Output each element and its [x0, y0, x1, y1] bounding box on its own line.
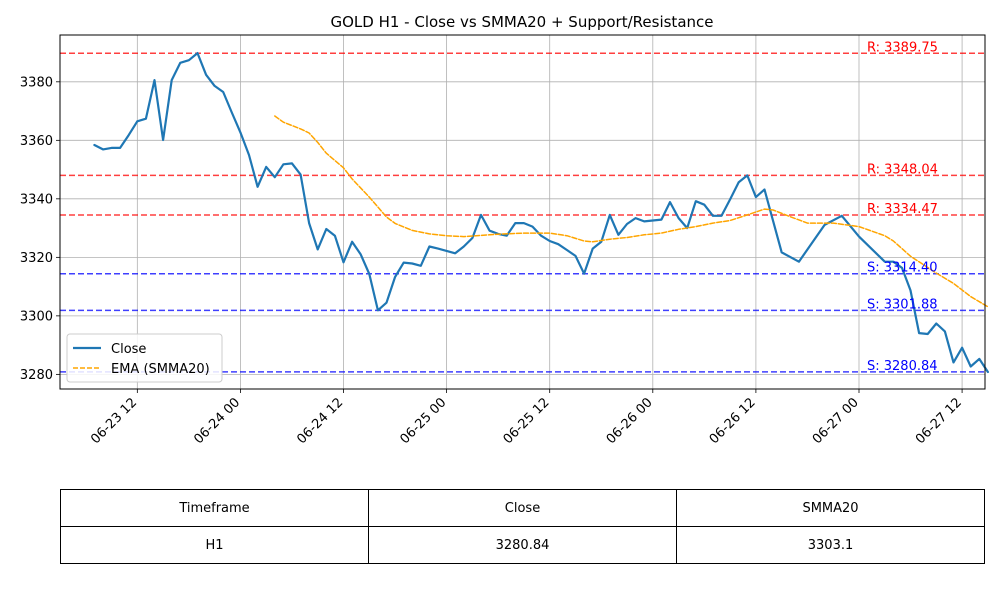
resistance-level-label: R: 3389.75 [867, 40, 938, 55]
y-tick-label: 3340 [20, 192, 53, 207]
x-tick-label: 06-24 12 [294, 395, 346, 447]
y-tick-label: 3300 [20, 309, 53, 324]
cell-smma20: 3303.1 [676, 526, 985, 564]
chart-title: GOLD H1 - Close vs SMMA20 + Support/Resi… [330, 13, 713, 31]
legend: Close EMA (SMMA20) [66, 333, 223, 383]
x-tick-label: 06-27 00 [810, 395, 862, 447]
legend-label: EMA (SMMA20) [111, 362, 210, 377]
support-resistance-levels [60, 52, 985, 373]
smma20-series-line [274, 115, 989, 308]
x-axis: 06-23 12 06-24 00 06-24 12 06-25 00 06-25 12… [88, 389, 965, 447]
series-lines [93, 51, 990, 374]
y-tick-label: 3380 [20, 75, 53, 90]
x-tick-label: 06-25 12 [501, 395, 553, 447]
cell-close: 3280.84 [368, 526, 677, 564]
x-tick-label: 06-24 00 [191, 395, 243, 447]
plot-frame [59, 34, 986, 390]
support-level-label: S: 3314.40 [867, 261, 938, 276]
header-close: Close [368, 489, 677, 527]
legend-label: Close [111, 342, 146, 357]
table-header-row: Timeframe Close SMMA20 [60, 489, 985, 527]
close-series-line [93, 51, 990, 374]
x-tick-label: 06-25 00 [397, 395, 449, 447]
x-tick-label: 06-26 00 [604, 395, 656, 447]
resistance-level-label: R: 3348.04 [867, 162, 938, 177]
support-level-label: S: 3301.88 [867, 297, 938, 312]
header-timeframe: Timeframe [60, 489, 369, 527]
y-tick-label: 3280 [20, 368, 53, 383]
y-tick-label: 3320 [20, 251, 53, 266]
legend-box [66, 333, 223, 383]
header-smma20: SMMA20 [676, 489, 985, 527]
y-axis: 3280 3300 3320 3340 3360 3380 [20, 75, 60, 383]
grid [60, 35, 985, 389]
summary-table: Timeframe Close SMMA20 H1 3280.84 3303.1 [60, 489, 985, 564]
support-level-label: S: 3280.84 [867, 359, 938, 374]
level-labels: R: 3389.75 R: 3348.04 R: 3334.47 S: 3314.40… [867, 40, 938, 374]
table-row: H1 3280.84 3303.1 [60, 526, 985, 564]
y-tick-label: 3360 [20, 134, 53, 149]
x-tick-label: 06-23 12 [88, 395, 140, 447]
cell-timeframe: H1 [60, 526, 369, 564]
x-tick-label: 06-26 12 [707, 395, 759, 447]
x-tick-label: 06-27 12 [913, 395, 965, 447]
resistance-level-label: R: 3334.47 [867, 202, 938, 217]
